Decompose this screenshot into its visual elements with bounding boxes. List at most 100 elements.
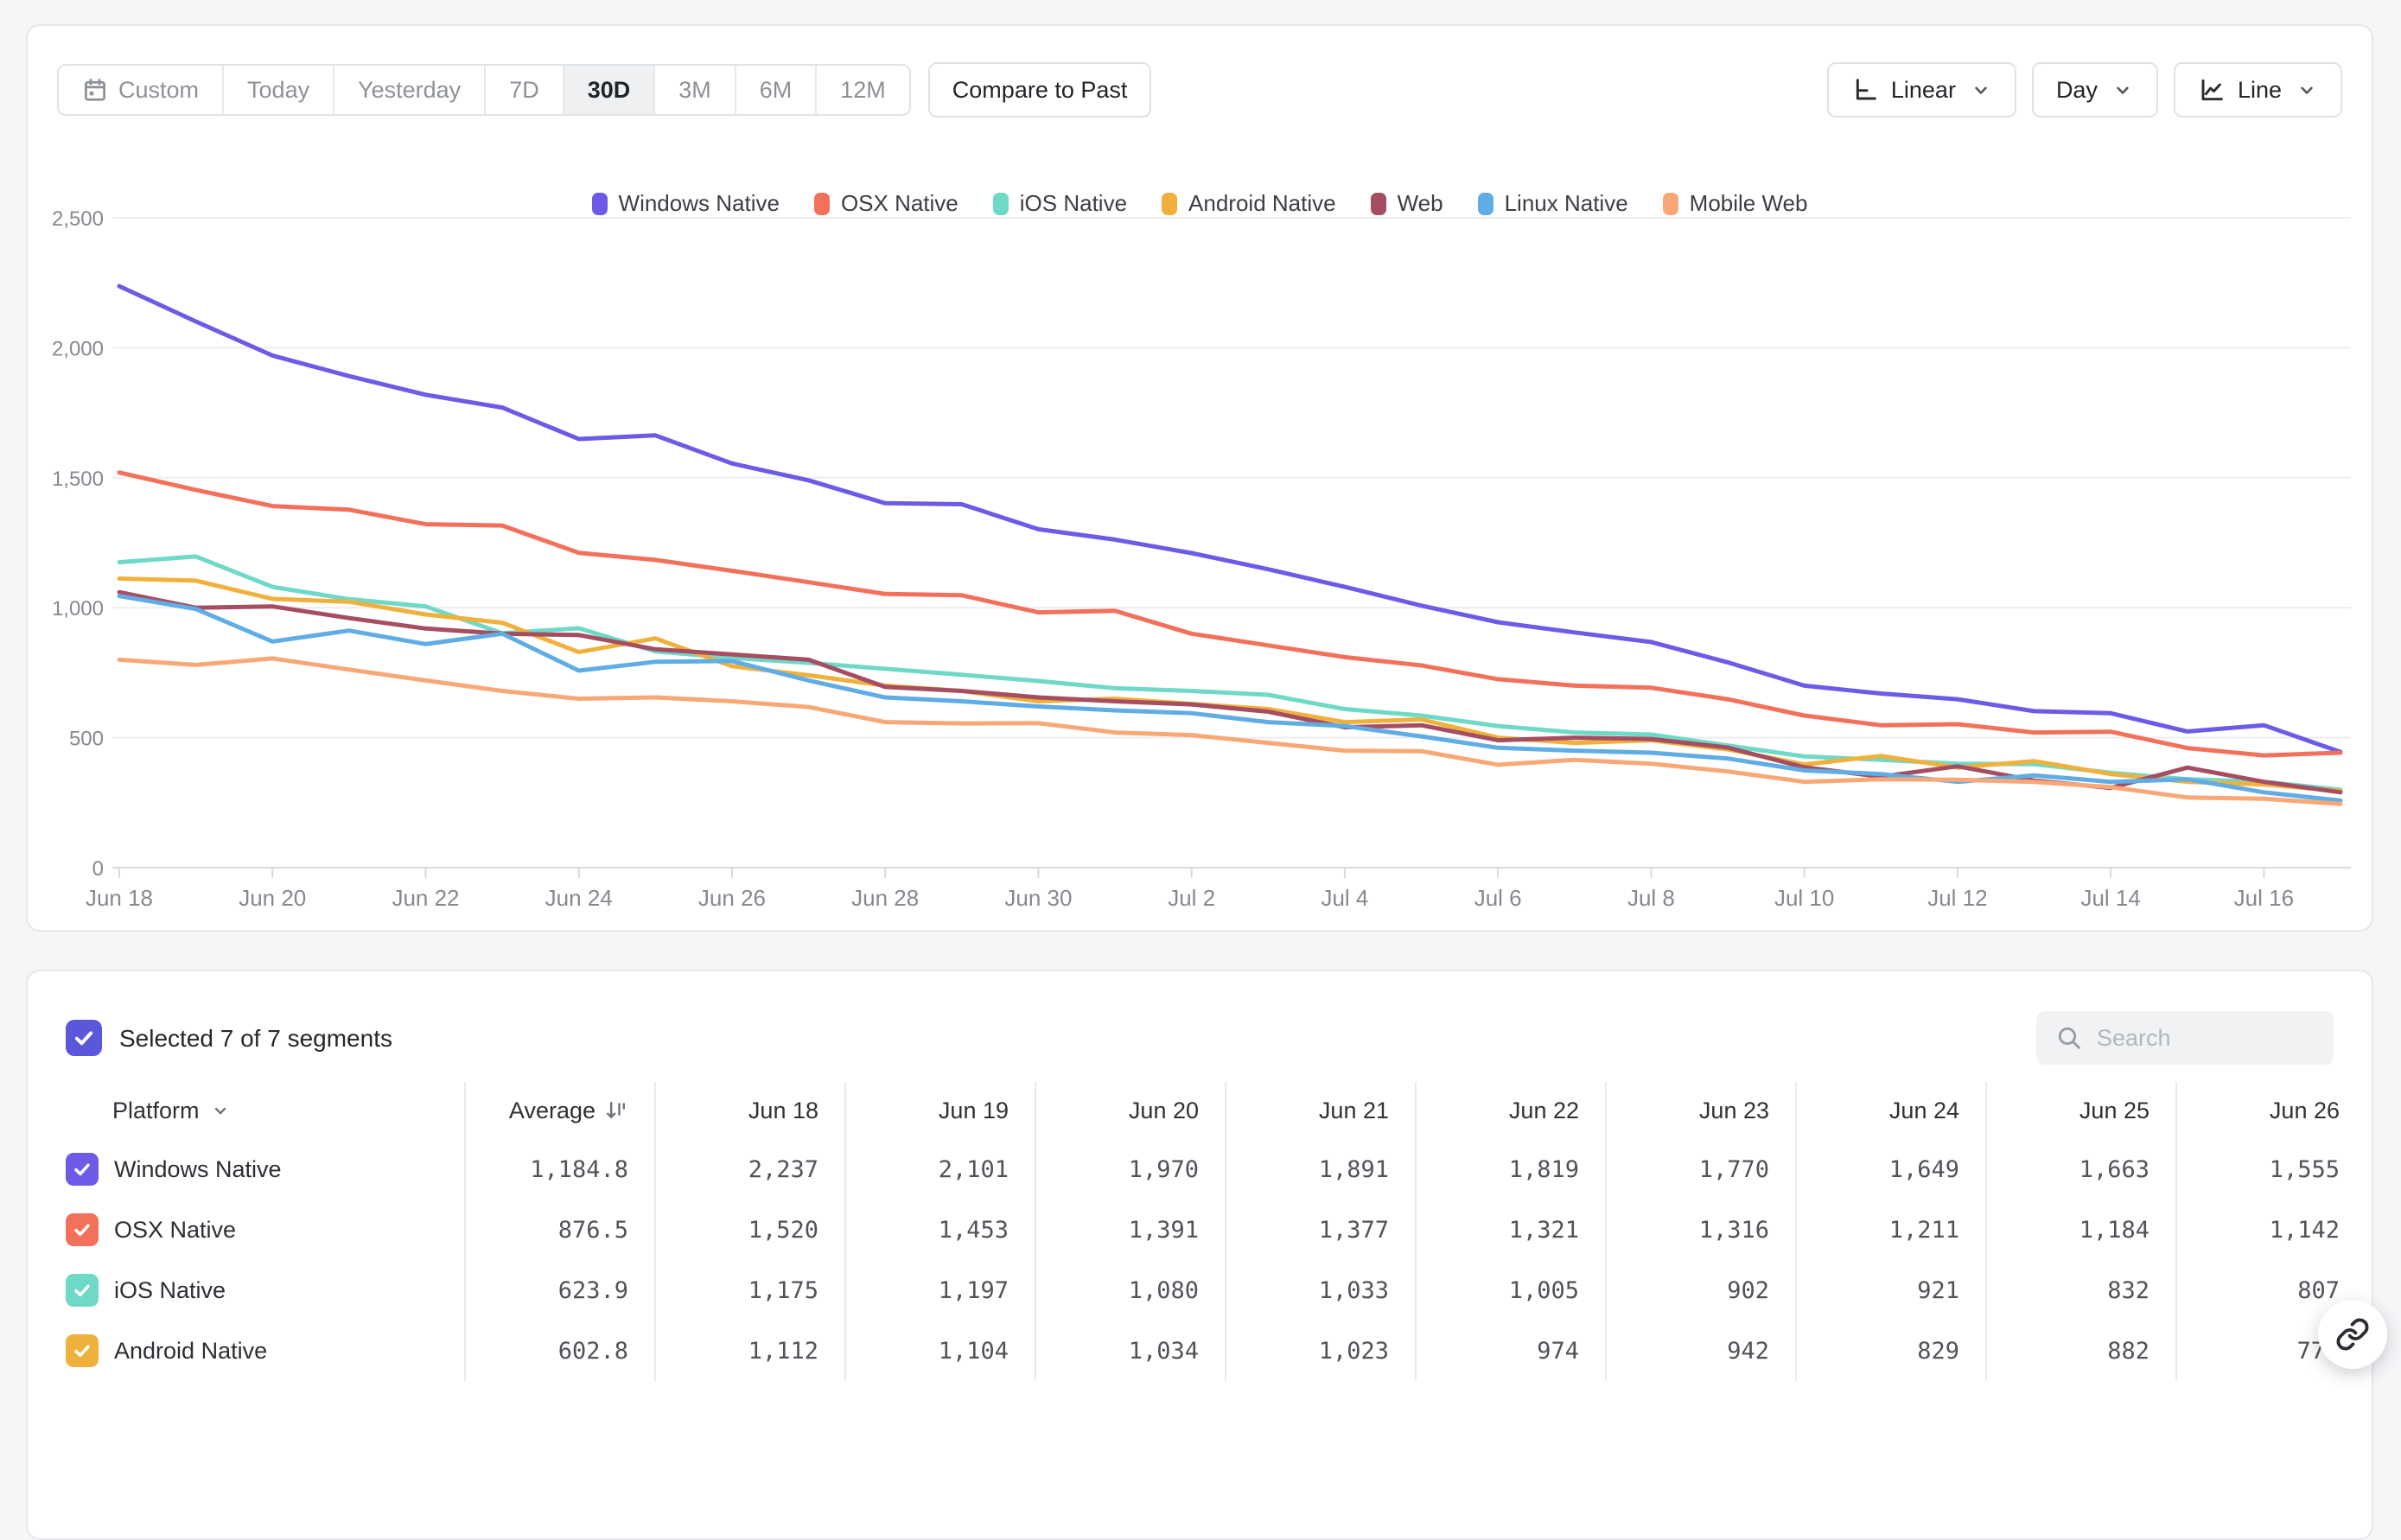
legend-item-osx-native[interactable]: OSX Native [813, 190, 958, 217]
table-row-android-native[interactable]: Android Native [28, 1320, 464, 1381]
chevron-down-icon [2117, 86, 2129, 94]
cell-value: 1,453 [844, 1200, 1035, 1260]
range-button-12m[interactable]: 12M [815, 66, 909, 114]
column-header-jun-25: Jun 25 [1985, 1082, 2175, 1139]
segments-selected-bar: Selected 7 of 7 segments [28, 971, 2372, 1082]
x-axis-label: Jun 28 [851, 885, 919, 911]
cell-value: 1,316 [1605, 1200, 1795, 1260]
column-header-label: Jun 18 [748, 1097, 818, 1123]
table-row-osx-native[interactable]: OSX Native [28, 1200, 464, 1260]
column-header-label: Jun 19 [938, 1097, 1009, 1123]
legend-item-linux-native[interactable]: Linux Native [1477, 190, 1628, 217]
column-header-jun-26: Jun 26 [2175, 1082, 2366, 1139]
cell-value: 1,970 [1035, 1139, 1225, 1200]
select-all-checkbox[interactable] [66, 1020, 102, 1056]
segment-name: OSX Native [114, 1216, 237, 1243]
x-axis-label: Jun 24 [545, 885, 613, 911]
range-label: 12M [840, 76, 886, 103]
range-button-3m[interactable]: 3M [653, 66, 735, 114]
column-header-platform[interactable]: Platform [28, 1082, 464, 1139]
dropdown-label: Day [2055, 76, 2098, 103]
axis-icon [1856, 79, 1876, 100]
y-axis-label: 1,500 [52, 468, 104, 491]
segment-search [2036, 1011, 2334, 1065]
table-row-windows-native[interactable]: Windows Native [28, 1139, 464, 1200]
cell-value: 1,649 [1795, 1139, 1985, 1200]
chevron-down-icon [2301, 86, 2313, 94]
legend-item-mobile-web[interactable]: Mobile Web [1662, 190, 1807, 217]
table-row-ios-native[interactable]: iOS Native [28, 1260, 464, 1320]
series-line-linux-native[interactable] [117, 594, 2343, 803]
cell-value: 2,237 [654, 1139, 844, 1200]
column-header-label: Jun 26 [2269, 1097, 2340, 1123]
y-axis-label: 2,000 [52, 337, 104, 360]
series-line-osx-native[interactable] [117, 470, 2343, 758]
cell-value: 1,033 [1225, 1260, 1415, 1320]
cell-value: 1,034 [1035, 1320, 1225, 1381]
cell-value: 2,101 [844, 1139, 1035, 1200]
cell-value: 602.8 [464, 1320, 654, 1381]
range-label: 6M [759, 76, 793, 103]
column-header-label: Platform [112, 1097, 200, 1123]
legend-swatch [813, 192, 830, 215]
segment-name: Android Native [114, 1337, 268, 1364]
cell-value: 1,023 [1225, 1320, 1415, 1381]
cell-value: 1,184.8 [464, 1139, 654, 1200]
calendar-icon [85, 79, 105, 101]
row-checkbox[interactable] [66, 1334, 99, 1367]
column-header-jun-19: Jun 19 [844, 1082, 1035, 1139]
legend-item-web[interactable]: Web [1370, 190, 1443, 217]
line-chart-icon [2201, 79, 2223, 101]
dropdown-label: Linear [1890, 76, 1956, 103]
series-line-mobile-web[interactable] [117, 656, 2343, 806]
range-label: 30D [587, 76, 631, 103]
legend-swatch [1662, 192, 1678, 215]
line-dropdown[interactable]: Line [2173, 62, 2342, 118]
range-button-today[interactable]: Today [222, 66, 333, 114]
column-header-jun-18: Jun 18 [654, 1082, 844, 1139]
check-icon [74, 1224, 90, 1237]
search-input[interactable] [2095, 1023, 2334, 1053]
line-chart[interactable]: 0 500 1,000 1,500 2,000 2,500 Jun 18 Jun 20 Jun … [29, 206, 2373, 923]
check-icon [74, 1284, 90, 1297]
linear-dropdown[interactable]: Linear [1826, 62, 2016, 118]
x-axis-label: Jun 30 [1004, 885, 1072, 911]
legend-swatch [1477, 192, 1493, 215]
series-line-web[interactable] [117, 589, 2343, 795]
column-header-jun-21: Jun 21 [1225, 1082, 1415, 1139]
cell-value: 1,175 [654, 1260, 844, 1320]
day-dropdown[interactable]: Day [2031, 62, 2158, 118]
range-button-custom[interactable]: Custom [59, 66, 222, 114]
row-checkbox[interactable] [66, 1274, 99, 1307]
copy-link-button[interactable] [2318, 1300, 2387, 1369]
range-label: 3M [678, 76, 711, 103]
legend-item-android-native[interactable]: Android Native [1162, 190, 1336, 217]
series-line-windows-native[interactable] [117, 283, 2343, 754]
range-button-30d[interactable]: 30D [562, 66, 654, 114]
legend-item-windows-native[interactable]: Windows Native [591, 190, 780, 217]
range-button-yesterday[interactable]: Yesterday [333, 66, 484, 114]
range-button-6m[interactable]: 6M [734, 66, 816, 114]
column-header-average[interactable]: Average [464, 1082, 654, 1139]
cell-value: 1,197 [844, 1260, 1035, 1320]
row-checkbox[interactable] [66, 1153, 99, 1186]
cell-value: 1,112 [654, 1320, 844, 1381]
compare-to-past-button[interactable]: Compare to Past [927, 62, 1152, 118]
series-line-ios-native[interactable] [117, 554, 2343, 792]
cell-value: 807 [2175, 1260, 2366, 1320]
cell-value: 829 [1795, 1320, 1985, 1381]
legend-label: OSX Native [840, 190, 958, 216]
cell-value: 974 [1415, 1320, 1605, 1381]
column-header-jun-22: Jun 22 [1415, 1082, 1605, 1139]
chevron-down-icon [214, 1107, 226, 1115]
cell-value: 1,321 [1415, 1200, 1605, 1260]
selected-count-label: Selected 7 of 7 segments [119, 1025, 392, 1052]
legend-label: iOS Native [1019, 190, 1128, 216]
row-checkbox[interactable] [66, 1213, 99, 1246]
legend-item-ios-native[interactable]: iOS Native [992, 190, 1128, 217]
cell-value: 1,520 [654, 1200, 844, 1260]
legend-label: Web [1397, 190, 1443, 216]
cell-value: 832 [1985, 1260, 2175, 1320]
y-axis-label: 1,000 [52, 597, 104, 620]
range-button-7d[interactable]: 7D [484, 66, 563, 114]
